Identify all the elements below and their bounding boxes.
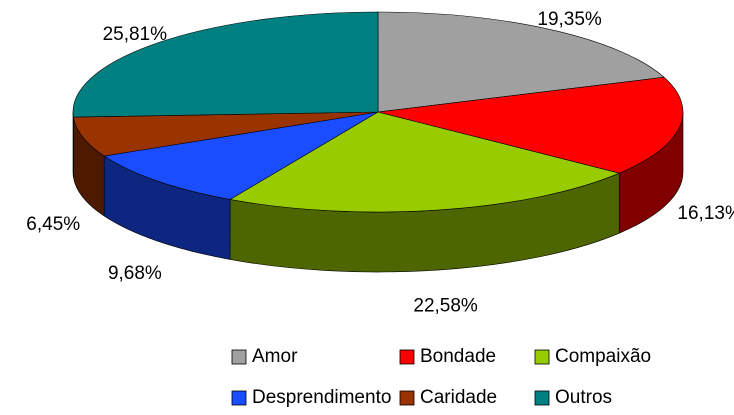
- legend-swatch: [231, 390, 247, 406]
- legend-label: Outros: [555, 387, 612, 408]
- legend-swatch: [399, 390, 415, 406]
- legend-swatch: [534, 349, 550, 365]
- legend-swatch: [534, 390, 550, 406]
- legend-swatch: [399, 349, 415, 365]
- legend-swatch: [231, 349, 247, 365]
- legend-label: Compaixão: [555, 346, 651, 367]
- slice: [377, 76, 684, 174]
- legend-label: Caridade: [420, 387, 497, 408]
- data-label: 22,58%: [413, 296, 478, 317]
- slice: [73, 111, 379, 157]
- data-label: 19,35%: [537, 9, 602, 30]
- data-label: 9,68%: [108, 263, 162, 284]
- data-label: 25,81%: [103, 24, 168, 45]
- data-label: 16,13%: [677, 203, 734, 224]
- legend-label: Bondade: [420, 346, 496, 367]
- data-label: 6,45%: [26, 214, 80, 235]
- slice: [377, 11, 665, 113]
- slice: [72, 11, 379, 118]
- slice: [229, 111, 621, 213]
- slice: [103, 111, 379, 200]
- legend-label: Desprendimento: [252, 387, 391, 408]
- legend-label: Amor: [252, 346, 298, 367]
